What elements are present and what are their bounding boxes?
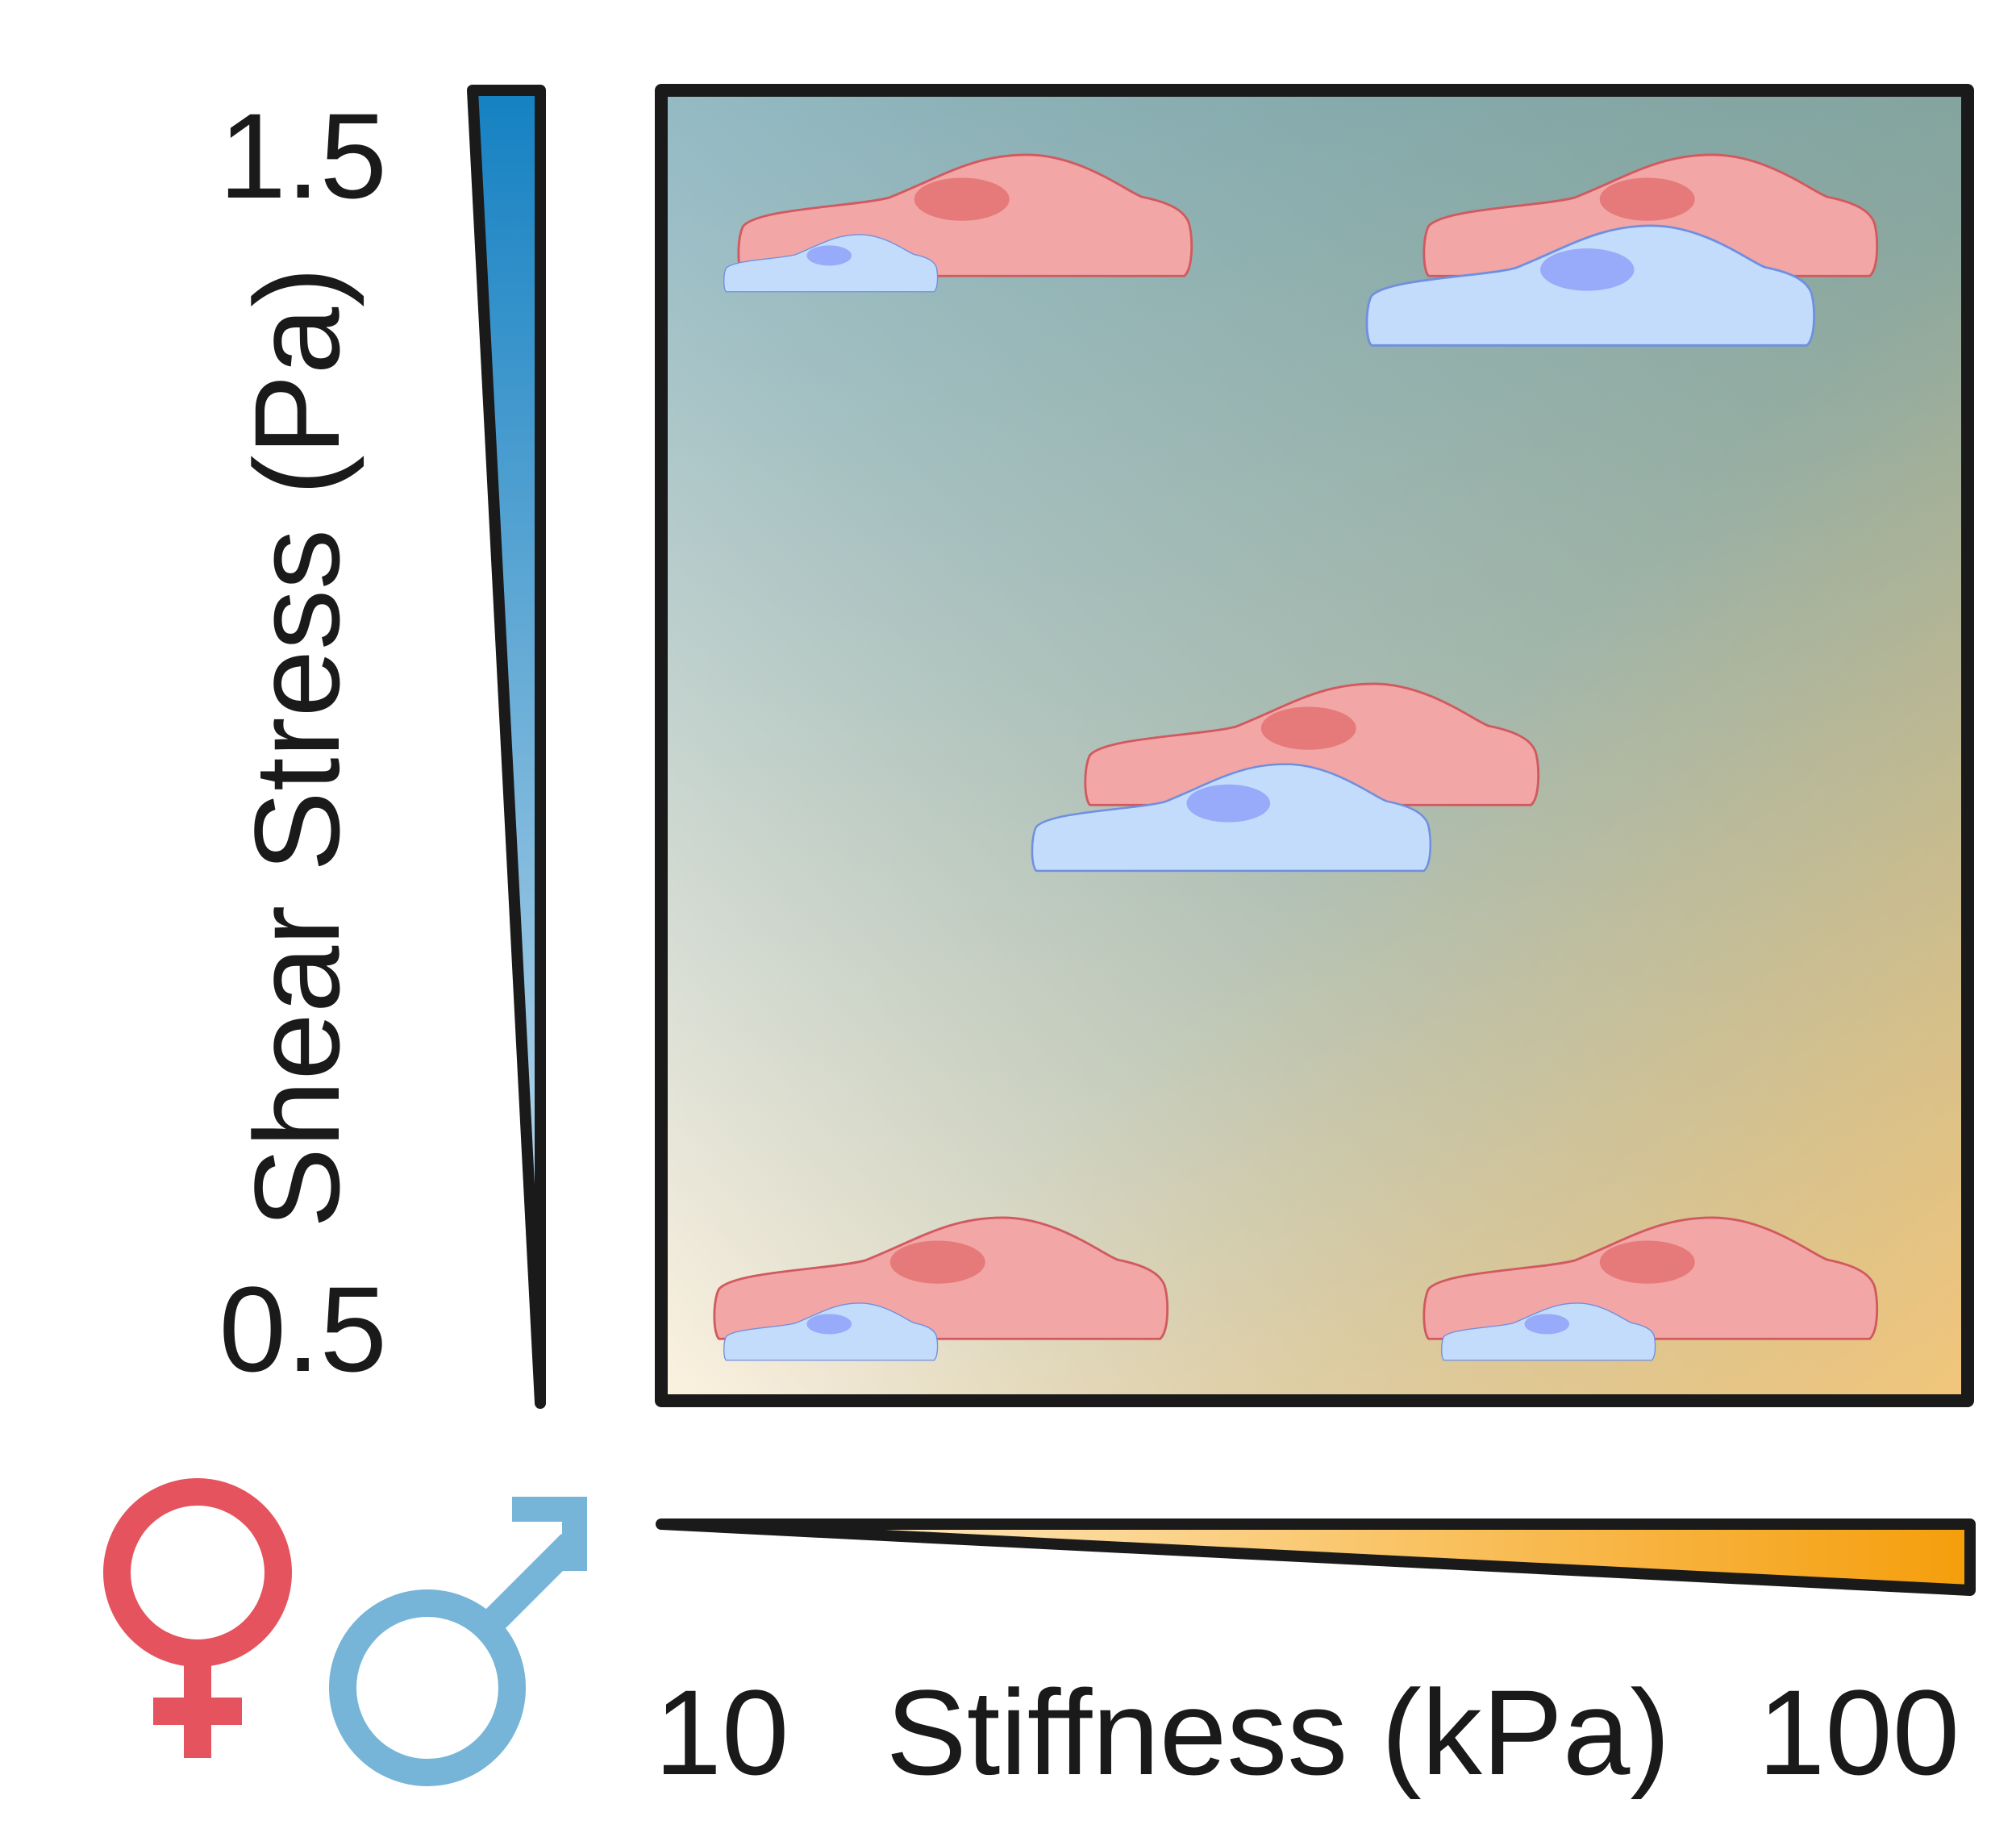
y-axis-min-label: 0.5 <box>219 1261 387 1397</box>
x-axis-min-label: 10 <box>655 1664 789 1800</box>
x-axis-title: Stiffness (kPa) <box>886 1664 1671 1800</box>
female-symbol-icon <box>103 1478 292 1758</box>
stiffness-gradient-wedge <box>656 1518 1976 1596</box>
y-axis-max-label: 1.5 <box>219 88 387 223</box>
y-axis-title: Shear Stress (Pa) <box>229 267 364 1228</box>
male-symbol-icon <box>329 1497 587 1786</box>
shear-stress-gradient-wedge <box>467 85 546 1409</box>
x-axis-max-label: 100 <box>1758 1664 1960 1800</box>
